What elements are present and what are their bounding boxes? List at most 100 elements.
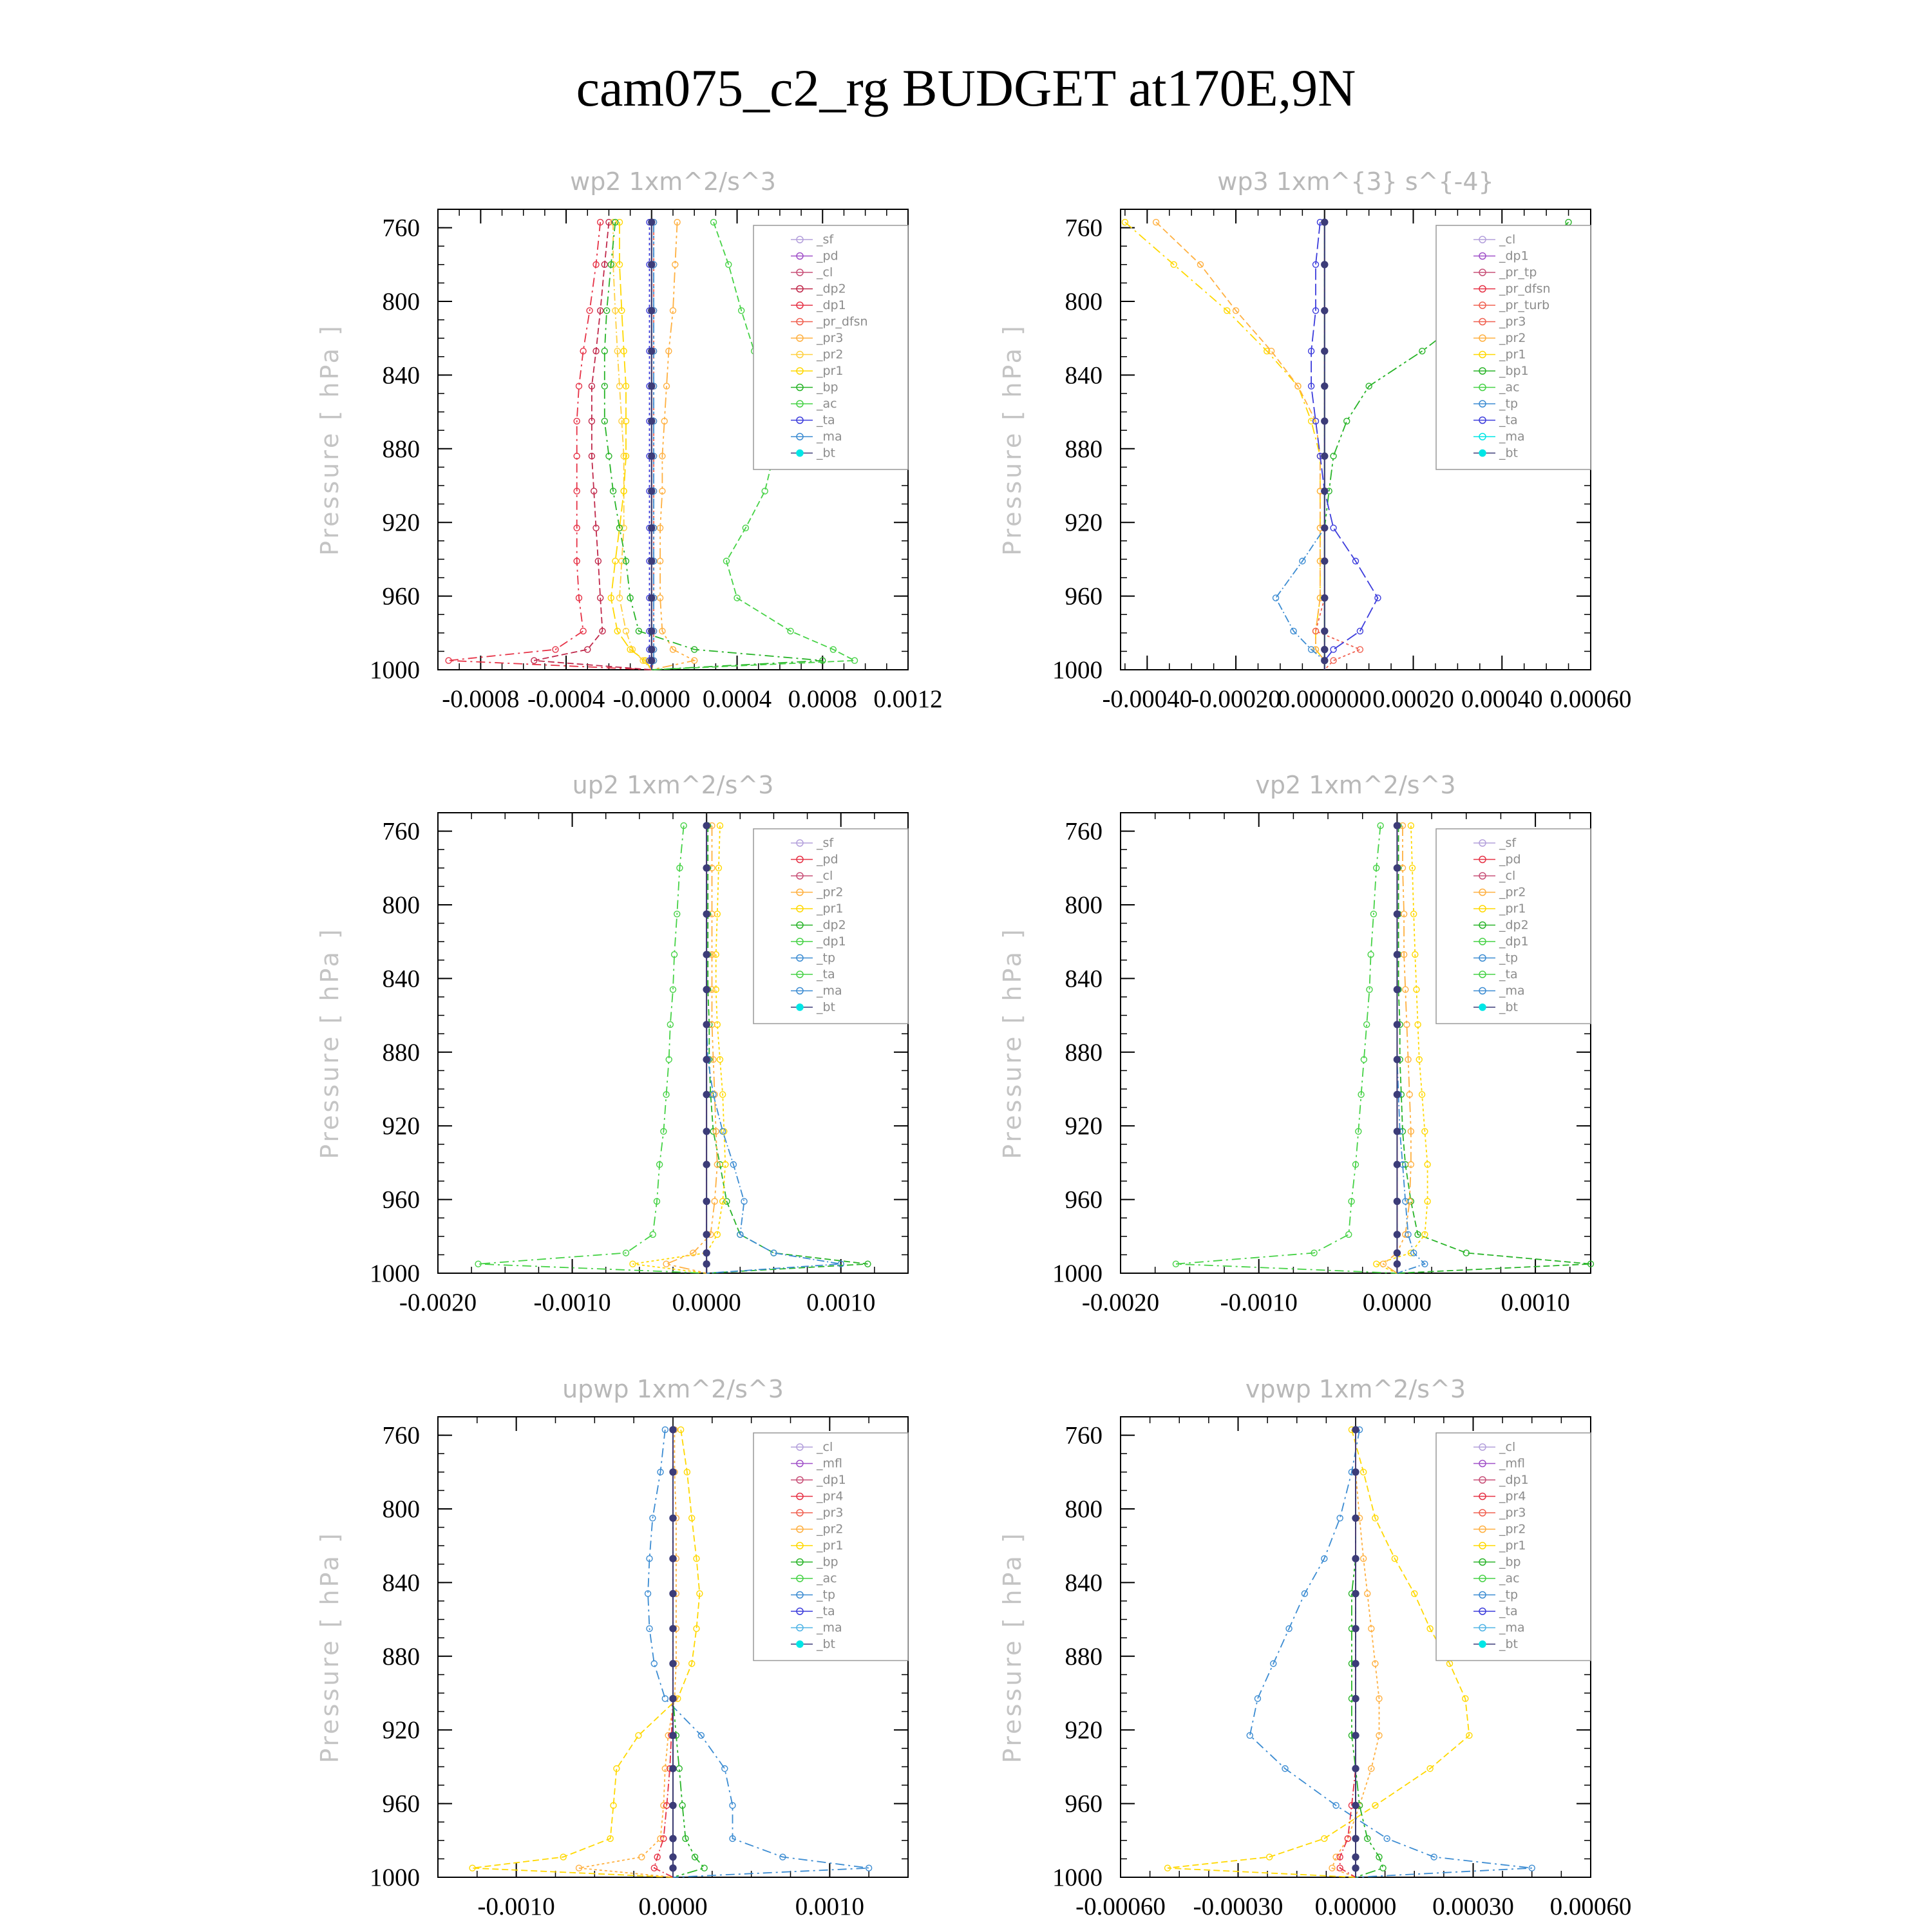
data-point (573, 558, 580, 565)
series-line-pr2 (1155, 222, 1325, 670)
x-tick-label: 0.0000 (638, 1893, 707, 1920)
legend-marker (796, 971, 804, 978)
y-tick-label: 800 (1065, 891, 1103, 919)
y-tick-label: 920 (383, 1716, 421, 1744)
data-point (580, 348, 587, 355)
y-tick-label: 960 (1065, 1186, 1103, 1214)
x-tick-label: -0.00030 (1193, 1893, 1283, 1920)
data-point (1393, 1021, 1401, 1028)
y-tick-label: 840 (1065, 1569, 1103, 1596)
legend-entry: _ma (816, 430, 842, 444)
data-point (669, 1835, 677, 1842)
data-point (1358, 1091, 1365, 1098)
data-point (1352, 1625, 1359, 1633)
x-tick-label: -0.0010 (1220, 1289, 1298, 1316)
legend-marker (796, 269, 804, 276)
data-point (712, 1128, 719, 1135)
page-title: cam075_c2_rg BUDGET at170E,9N (576, 59, 1356, 117)
data-point (696, 1590, 703, 1597)
data-point (837, 1260, 844, 1267)
legend-entry: _sf (816, 232, 834, 247)
data-point (1528, 1864, 1535, 1871)
data-point (723, 558, 730, 565)
data-point (1312, 417, 1320, 425)
data-point (663, 1091, 670, 1098)
data-point (703, 1260, 710, 1268)
data-point (1368, 1625, 1375, 1633)
data-point (721, 1765, 728, 1772)
legend-entry: _pr4 (816, 1490, 843, 1504)
x-tick-label: 0.0000 (1363, 1289, 1432, 1316)
series-line-dp1 (1175, 825, 1397, 1274)
data-point (1372, 1515, 1379, 1522)
legend-box (753, 828, 909, 1025)
data-point (1321, 417, 1329, 425)
legend-marker (1479, 921, 1486, 929)
data-point (669, 1660, 677, 1667)
data-point (573, 524, 580, 531)
data-point (737, 307, 745, 314)
data-point (674, 911, 681, 918)
data-point (1321, 218, 1329, 226)
data-point (618, 558, 625, 565)
data-point (1410, 1249, 1417, 1256)
legend-marker (796, 872, 804, 880)
data-point (609, 218, 617, 226)
data-point (601, 261, 609, 268)
data-point (1424, 1198, 1431, 1205)
data-point (445, 657, 452, 664)
data-point (703, 1021, 710, 1028)
x-tick-label: -0.00040 (1102, 685, 1192, 713)
data-point (1307, 383, 1315, 390)
data-point (618, 417, 625, 425)
legend-marker (796, 416, 804, 424)
series-line-dp2 (1397, 826, 1591, 1274)
y-tick-label: 760 (383, 818, 421, 846)
legend-entry: _ma (816, 984, 842, 998)
legend-marker (1479, 334, 1486, 342)
data-point (609, 488, 617, 495)
data-point (737, 1231, 744, 1238)
legend-entry: _ac (816, 397, 837, 411)
data-point (592, 261, 600, 268)
x-tick-label: 0.00040 (1461, 685, 1543, 713)
legend-marker (1479, 416, 1486, 424)
x-tick-label: -0.0020 (1082, 1289, 1159, 1316)
series-line-pr1 (472, 1429, 701, 1878)
legend-entry: _dp1 (1499, 1473, 1529, 1487)
data-point (1321, 382, 1329, 390)
data-point (1321, 1835, 1328, 1842)
legend-marker (796, 954, 804, 962)
data-point (622, 1249, 630, 1256)
data-point (1463, 1249, 1470, 1256)
data-point (1393, 1249, 1401, 1257)
legend-marker (796, 236, 804, 243)
series-line-pr1 (632, 825, 726, 1274)
legend-entry: _ta (1499, 1604, 1518, 1618)
legend-entry: _cl (816, 265, 833, 279)
data-point (622, 453, 630, 460)
panel-5: upwp 1xm^2/s^3 Pressure [ hPa ] 760 800 840 8… (316, 1375, 909, 1920)
legend-marker (1479, 1607, 1486, 1615)
panel-title: up2 1xm^2/s^3 (573, 771, 774, 799)
data-point (703, 985, 710, 994)
data-point (575, 1864, 583, 1871)
data-point (661, 417, 668, 425)
legend-marker (796, 1459, 804, 1468)
data-point (1421, 1231, 1428, 1238)
data-point (1254, 1695, 1262, 1702)
x-tick-label: -0.0010 (533, 1289, 611, 1316)
data-point (650, 1864, 658, 1871)
data-point (761, 488, 768, 495)
x-tick-label: 0.00020 (1372, 685, 1454, 713)
legend-marker (1479, 433, 1486, 440)
data-point (1419, 348, 1426, 355)
data-point (1393, 985, 1401, 994)
data-point (648, 452, 656, 460)
legend-marker (1479, 1476, 1486, 1484)
legend-entry: _bt (1499, 446, 1518, 460)
data-point (1352, 1589, 1359, 1598)
legend-entry: _ta (816, 413, 835, 428)
legend-marker (796, 1443, 804, 1451)
y-tick-label: 800 (1065, 288, 1103, 316)
